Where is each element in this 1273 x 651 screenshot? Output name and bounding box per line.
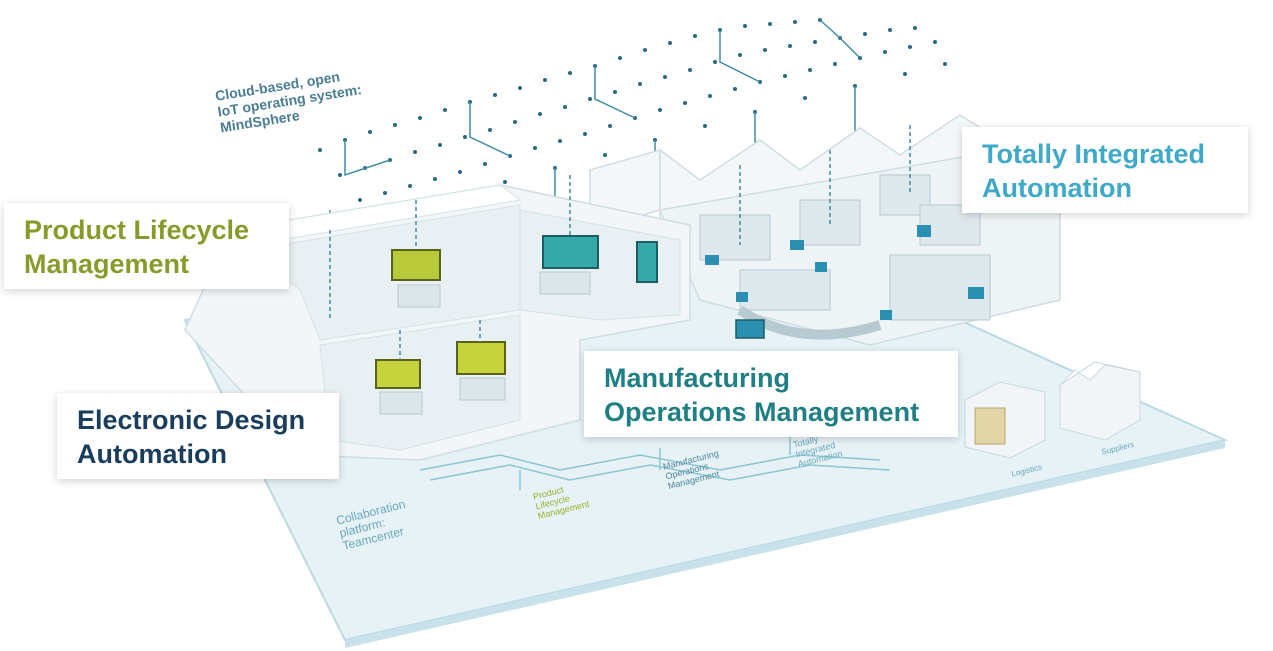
callout-line: Totally Integrated [982, 139, 1206, 169]
callout-manufacturing-operations-management: Manufacturing Operations Management [584, 351, 958, 437]
callout-product-lifecycle-management: Product Lifecycle Management [4, 203, 289, 289]
callout-line: Electronic Design [77, 405, 306, 435]
office-monitors [375, 235, 765, 389]
floor-edge [345, 440, 1225, 648]
suppliers-building [1059, 361, 1141, 441]
office-desks [379, 271, 591, 415]
callout-line: Automation [77, 439, 227, 469]
factory-screens [705, 225, 984, 320]
cloud-dot-field [318, 18, 947, 202]
callout-line: Management [24, 249, 190, 279]
callout-line: Operations Management [604, 397, 920, 427]
factory-drop-lines [739, 125, 911, 245]
logistics-building [964, 381, 1046, 459]
callout-electronic-design-automation: Electronic Design Automation [57, 393, 339, 479]
callout-line: Automation [982, 173, 1132, 203]
callout-line: Product Lifecycle [24, 215, 250, 245]
callout-totally-integrated-automation: Totally Integrated Automation [962, 127, 1248, 213]
office-drop-lines [329, 175, 571, 360]
callout-line: Manufacturing [604, 363, 790, 393]
floor-circuit-lines [419, 430, 891, 490]
